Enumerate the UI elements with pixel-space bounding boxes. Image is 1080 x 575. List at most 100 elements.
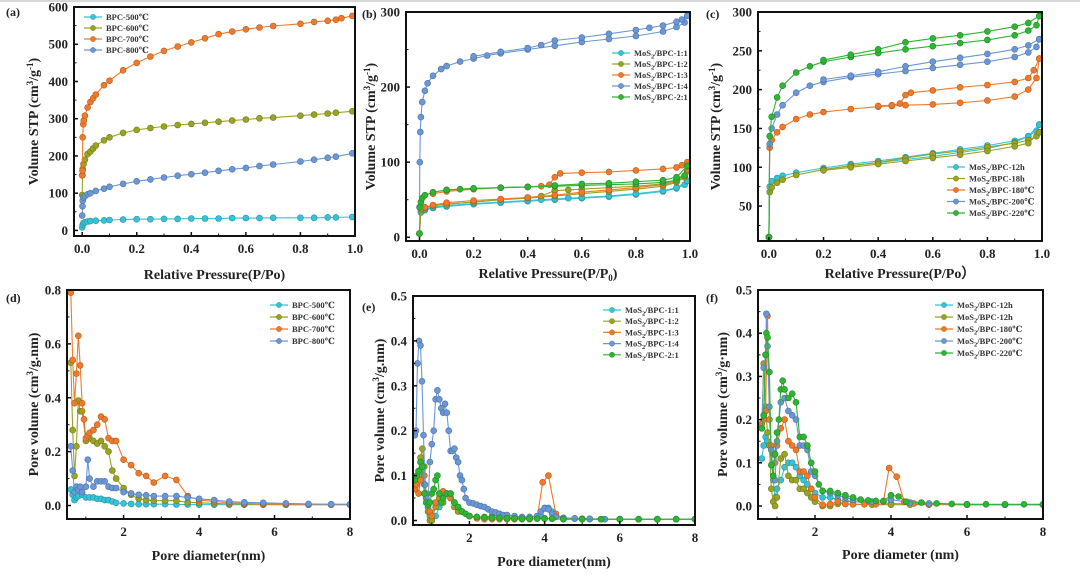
data-point: [758, 424, 766, 432]
data-point: [106, 77, 113, 84]
legend-marker: [941, 338, 947, 344]
data-point: [428, 440, 436, 448]
x-tick-label: 0.4: [870, 246, 887, 261]
data-point: [135, 469, 142, 477]
data-point: [69, 426, 76, 434]
data-point: [78, 488, 86, 496]
plot-area: [78, 12, 355, 231]
data-point: [112, 484, 120, 492]
legend-item: MoS2/BPC-12h: [935, 300, 1013, 313]
data-point: [847, 164, 855, 171]
data-point: [766, 132, 774, 140]
y-tick-label: 0.5: [736, 283, 753, 298]
data-point: [826, 500, 834, 508]
legend-marker: [609, 307, 615, 313]
data-point: [768, 184, 776, 191]
y-tick-label: 0.1: [391, 468, 407, 483]
data-point: [1020, 500, 1028, 508]
data-point: [147, 215, 154, 223]
data-point: [1025, 42, 1032, 49]
legend-item: BPC-600℃: [270, 312, 335, 322]
data-point: [443, 62, 450, 70]
data-point: [418, 377, 426, 385]
data-point: [788, 459, 796, 467]
legend-label: BPC-700℃: [292, 324, 335, 334]
data-point: [256, 162, 263, 170]
data-point: [907, 89, 915, 96]
data-point: [811, 494, 819, 501]
data-point: [771, 502, 779, 510]
data-point: [426, 499, 434, 506]
data-point: [142, 491, 150, 499]
data-point: [327, 500, 335, 508]
legend-label: MoS2/BPC-1:2: [625, 316, 679, 329]
data-point: [420, 490, 428, 497]
data-point: [673, 18, 680, 26]
data-point: [1036, 121, 1042, 128]
data-point: [804, 472, 811, 480]
legend: MoS2/BPC-1:1MoS2/BPC-1:2MoS2/BPC-1:3MoS2…: [612, 48, 689, 105]
data-point: [86, 475, 93, 482]
data-point: [1025, 86, 1032, 93]
data-point: [578, 169, 586, 176]
data-point: [1025, 19, 1032, 27]
x-tick-label: 2: [812, 524, 819, 539]
y-tick-label: 0.4: [736, 326, 753, 341]
y-tick-label: 600: [49, 0, 69, 15]
data-point: [807, 485, 815, 493]
legend-marker: [953, 210, 959, 216]
data-point: [819, 501, 826, 509]
data-point: [804, 442, 811, 449]
data-point: [332, 16, 340, 24]
data-point: [100, 137, 108, 144]
plot-frame: [757, 11, 1043, 242]
data-point: [78, 399, 86, 407]
data-point: [773, 111, 781, 118]
series-line: [414, 340, 695, 520]
data-point: [578, 188, 586, 196]
data-point: [775, 416, 783, 423]
data-point: [133, 215, 140, 223]
data-point: [888, 101, 896, 109]
data-point: [101, 442, 108, 450]
data-point: [82, 483, 90, 491]
data-point: [338, 14, 345, 22]
data-point: [76, 362, 84, 369]
data-point: [297, 112, 304, 119]
data-point: [184, 494, 191, 501]
data-point: [792, 446, 800, 454]
data-point: [100, 185, 108, 192]
legend-marker: [618, 50, 624, 56]
data-point: [242, 164, 250, 172]
data-point: [773, 429, 781, 436]
data-point: [849, 494, 857, 501]
data-point: [902, 63, 909, 70]
legend-label: MoS2/BPC-180℃: [969, 185, 1034, 198]
data-point: [560, 515, 567, 523]
x-axis-label: Pore diameter(nm): [497, 555, 611, 570]
data-point: [537, 41, 545, 49]
x-tick-label: 0.4: [520, 246, 537, 261]
legend-label: MoS2/BPC-1:3: [634, 70, 688, 83]
data-point: [771, 450, 779, 458]
data-point: [201, 119, 209, 127]
data-point: [160, 123, 168, 130]
x-tick-label: 0.8: [628, 246, 645, 261]
legend-label: BPC-500℃: [106, 12, 149, 22]
data-point: [918, 499, 925, 506]
data-point: [605, 168, 613, 176]
series-line: [418, 169, 688, 234]
data-point: [1033, 74, 1040, 82]
data-point: [310, 214, 318, 222]
data-point: [332, 214, 340, 221]
legend-label: MoS2/BPC-220℃: [957, 348, 1022, 361]
data-point: [777, 398, 785, 406]
y-tick-label: 0: [394, 230, 401, 245]
data-point: [984, 28, 991, 35]
data-point: [1011, 143, 1019, 150]
x-tick-label: 1.0: [1034, 246, 1050, 261]
data-point: [147, 176, 154, 183]
series-4: [758, 329, 1043, 508]
data-point: [430, 485, 438, 493]
data-point: [87, 189, 94, 197]
